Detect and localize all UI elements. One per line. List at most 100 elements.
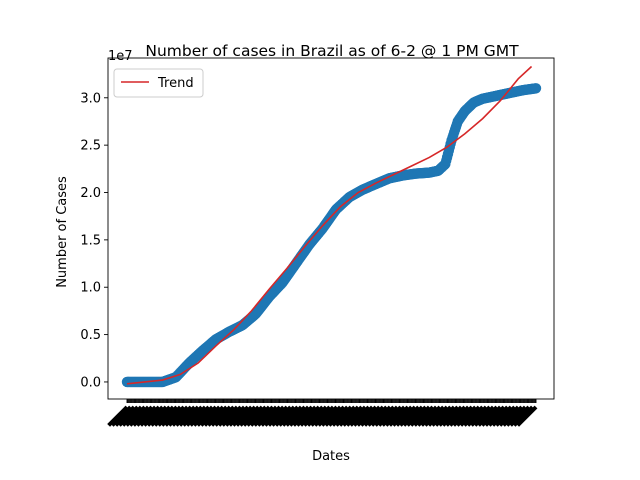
x-tick-label xyxy=(327,405,349,427)
x-tick-label xyxy=(192,405,214,427)
x-tick-label xyxy=(263,405,285,427)
x-tick-label xyxy=(295,405,317,427)
x-tick-label xyxy=(434,405,456,427)
x-tick-label xyxy=(480,405,502,427)
x-tick-label xyxy=(377,405,399,427)
x-tick-label xyxy=(306,405,328,427)
x-tick-label xyxy=(370,405,392,427)
y-tick-label: 2.0 xyxy=(80,186,101,201)
x-tick-label xyxy=(110,405,132,427)
x-tick-label xyxy=(114,405,136,427)
x-axis-label: Dates xyxy=(312,449,350,464)
x-tick-label xyxy=(238,405,261,427)
x-tick-label xyxy=(473,405,495,427)
x-tick-label xyxy=(185,405,207,427)
x-tick-label xyxy=(356,405,378,427)
x-tick-label xyxy=(477,405,499,427)
x-tick-label xyxy=(253,405,275,427)
x-tick-label xyxy=(174,405,196,427)
x-tick-label xyxy=(317,405,339,427)
x-tick-label xyxy=(416,405,438,427)
x-tick-label xyxy=(231,405,253,427)
x-tick-label xyxy=(437,405,460,427)
x-tick-label xyxy=(341,405,364,427)
x-tick-label xyxy=(413,405,435,427)
x-tick-label xyxy=(398,405,421,427)
x-tick-label xyxy=(213,405,236,427)
x-tick-label xyxy=(107,405,129,427)
x-tick-label xyxy=(491,405,513,427)
x-tick-label xyxy=(299,405,321,427)
y-tick-label: 0.0 xyxy=(80,375,101,390)
x-tick-label xyxy=(455,405,477,427)
x-tick-label xyxy=(128,405,150,427)
x-tick-label xyxy=(366,405,389,427)
y-axis-label: Number of Cases xyxy=(55,176,70,288)
y-tick-label: 0.5 xyxy=(80,328,101,343)
x-tick-label xyxy=(452,405,474,427)
x-tick-label xyxy=(167,405,189,427)
plot-frame xyxy=(107,57,555,400)
x-tick-label xyxy=(345,405,367,427)
x-tick-label xyxy=(352,405,374,427)
y-offset-label: 1e7 xyxy=(108,49,133,64)
x-tick-label xyxy=(423,405,445,427)
scatter-point xyxy=(530,83,542,94)
x-tick-label xyxy=(124,405,147,427)
x-tick-label xyxy=(235,405,257,427)
x-tick-label xyxy=(313,405,335,427)
x-tick-label xyxy=(121,405,143,427)
x-tick-label xyxy=(189,405,211,427)
x-tick-label xyxy=(156,405,179,427)
x-tick-label xyxy=(448,405,470,427)
x-tick-label xyxy=(427,405,449,427)
legend: Trend xyxy=(113,68,204,98)
legend-trend-label: Trend xyxy=(157,76,194,91)
x-tick-label xyxy=(285,405,307,427)
x-tick-label xyxy=(242,405,264,427)
x-tick-label xyxy=(359,405,381,427)
x-tick-label xyxy=(178,405,200,427)
x-tick-label xyxy=(171,405,193,427)
x-tick-label xyxy=(309,405,332,427)
x-tick-label xyxy=(331,405,353,427)
x-tick-label xyxy=(206,405,228,427)
x-tick-label xyxy=(203,405,225,427)
x-tick-label xyxy=(267,405,289,427)
x-tick-label xyxy=(210,405,232,427)
x-tick-label xyxy=(164,405,186,427)
x-tick-label xyxy=(277,405,300,427)
x-tick-label xyxy=(373,405,396,427)
x-tick-label xyxy=(132,405,154,427)
x-tick-label xyxy=(509,405,531,427)
x-tick-label xyxy=(498,405,520,427)
x-tick-label xyxy=(466,405,488,427)
y-tick-label: 1.5 xyxy=(80,233,101,248)
x-tick-label xyxy=(117,405,140,427)
x-tick-label xyxy=(146,405,168,427)
x-tick-label xyxy=(391,405,413,427)
x-tick-label xyxy=(430,405,453,427)
chart-title: Number of cases in Brazil as of 6-2 @ 1 … xyxy=(145,42,519,60)
x-tick-label xyxy=(363,405,385,427)
x-tick-label xyxy=(139,405,161,427)
x-tick-label xyxy=(320,405,342,427)
x-tick-label xyxy=(196,405,218,427)
x-tick-label xyxy=(224,405,246,427)
x-tick-label xyxy=(381,405,403,427)
x-tick-label xyxy=(160,405,182,427)
x-tick-label xyxy=(338,405,360,427)
x-tick-label xyxy=(494,405,517,427)
x-tick-label xyxy=(405,405,428,427)
x-tick-label xyxy=(334,405,357,427)
trend-line xyxy=(126,65,533,385)
x-tick-label xyxy=(135,405,157,427)
x-tick-label xyxy=(221,405,243,427)
x-tick-label xyxy=(274,405,296,427)
x-tick-label xyxy=(409,405,431,427)
x-tick-label xyxy=(462,405,485,427)
x-tick-label xyxy=(199,405,221,427)
x-tick-label xyxy=(441,405,463,427)
x-tick-label xyxy=(324,405,346,427)
